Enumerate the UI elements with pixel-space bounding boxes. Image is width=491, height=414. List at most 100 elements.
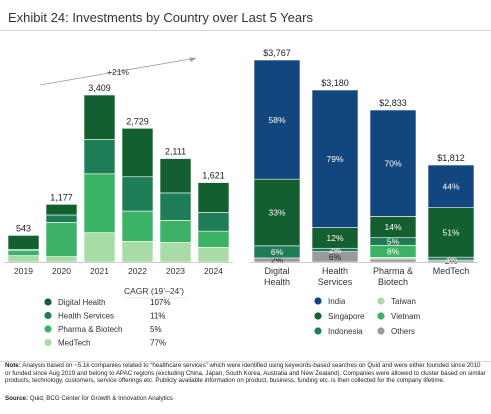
- segment-label: 8%: [387, 247, 400, 257]
- source-text: Quid, BCG Center for Growth & Innovation…: [28, 395, 173, 402]
- segment-label: 33%: [268, 208, 285, 218]
- bar-segment: [197, 247, 230, 263]
- legend-swatch: [44, 298, 52, 306]
- cagr-value: 107%: [150, 298, 170, 307]
- bar-total-label: $3,767: [263, 48, 291, 58]
- bar-total-label: 1,621: [202, 171, 225, 181]
- segment-label: 2%: [329, 245, 342, 255]
- bar-total-label: $2,833: [379, 98, 407, 108]
- bar-total-label: 543: [16, 223, 31, 233]
- x-tick-label: MedTech: [433, 266, 470, 276]
- bar-segment: [7, 255, 40, 263]
- segment-label: 79%: [326, 154, 343, 164]
- legend-label: Vietnam: [391, 312, 421, 321]
- segment-label: 3%: [445, 254, 458, 264]
- footnote: Note: Analysis based on ~5.1k companies …: [5, 362, 487, 385]
- legend-label: Health Services: [58, 312, 114, 321]
- segment-label: 6%: [271, 247, 284, 257]
- bar-segment: [83, 139, 116, 175]
- bar-segment: [197, 182, 230, 213]
- legend-label: Pharma & Biotech: [58, 325, 122, 334]
- bar-segment: [311, 89, 359, 228]
- x-tick-label: 2021: [90, 266, 109, 276]
- bar-segment: [7, 249, 40, 256]
- cagr-value: 11%: [150, 312, 165, 321]
- source-line: Source: Quid, BCG Center for Growth & In…: [5, 395, 173, 402]
- bar-segment: [121, 210, 154, 242]
- bar-segment: [159, 158, 192, 194]
- legend-swatch: [44, 338, 52, 347]
- bar-total-label: $3,180: [321, 78, 349, 88]
- bar-segment: [121, 176, 154, 212]
- cagr-header: CAGR (19’–24’): [124, 286, 184, 296]
- bar-segment: [159, 192, 192, 221]
- legend-swatch: [314, 312, 322, 320]
- bar-segment: [121, 128, 154, 178]
- bar-segment: [253, 59, 301, 180]
- x-tick-label: Services: [318, 277, 353, 287]
- segment-label: 70%: [384, 158, 401, 168]
- x-tick-label: 2024: [204, 266, 223, 276]
- x-tick-label: Health: [322, 266, 348, 276]
- bar-total-label: 2,111: [165, 147, 186, 157]
- x-tick-label: 2020: [52, 266, 71, 276]
- bar-segment: [427, 164, 475, 208]
- bar-segment: [121, 241, 154, 263]
- bar-total-label: 1,177: [50, 192, 73, 202]
- charts-canvas: 543 2019 1,177 2020 3,409 2021 2,729 2022 2,111 2…: [4, 48, 478, 348]
- bar-total-label: 3,409: [88, 83, 111, 93]
- bar-total-label: 2,729: [126, 116, 149, 126]
- bar-segment: [369, 258, 417, 263]
- legend-swatch: [314, 327, 322, 335]
- legend-swatch: [377, 297, 385, 305]
- bar-segment: [427, 207, 475, 258]
- bar-segment: [197, 212, 230, 232]
- growth-arrow-head: [189, 57, 196, 62]
- source-label: Source:: [5, 395, 29, 402]
- cagr-value: 77%: [150, 339, 166, 348]
- bar-segment: [369, 109, 417, 217]
- growth-arrow-line: [39, 57, 197, 86]
- title-divider: [0, 30, 491, 31]
- segment-label: 5%: [387, 237, 400, 247]
- segment-label: 51%: [442, 228, 459, 238]
- bar-segment: [45, 204, 78, 216]
- bar-segment: [45, 214, 78, 223]
- bar-segment: [197, 230, 230, 248]
- legend-swatch: [377, 327, 385, 335]
- legend-swatch: [314, 297, 322, 305]
- segment-label: 2%: [271, 255, 284, 265]
- segment-label: 44%: [442, 182, 459, 192]
- cagr-value: 5%: [150, 325, 162, 334]
- growth-annotation: +21%: [107, 67, 129, 77]
- bar-segment: [159, 220, 192, 243]
- x-tick-label: Health: [264, 277, 290, 287]
- bar-segment: [83, 232, 116, 263]
- bar-segment: [45, 222, 78, 257]
- segment-label: 12%: [326, 233, 343, 243]
- legend-label: India: [328, 297, 346, 306]
- segment-label: 58%: [268, 115, 285, 125]
- legend-label: Taiwan: [391, 297, 416, 306]
- footer-divider: [0, 361, 491, 362]
- bar-segment: [253, 178, 301, 247]
- legend-swatch: [44, 325, 52, 333]
- bar-total-label: $1,812: [437, 153, 465, 163]
- legend-label: Digital Health: [58, 298, 106, 307]
- segment-label: 6%: [329, 252, 342, 262]
- segment-label: 14%: [384, 222, 401, 232]
- segment-label: 2%: [445, 256, 458, 266]
- legend-label: MedTech: [58, 339, 90, 348]
- bar-segment: [7, 235, 40, 250]
- legend-label: Singapore: [328, 312, 365, 321]
- bar-segment: [45, 256, 78, 263]
- legend-swatch: [44, 311, 52, 320]
- bar-segment: [83, 94, 116, 140]
- note-text: Analysis based on ~5.1k companies relate…: [5, 362, 486, 385]
- x-tick-label: 2023: [166, 266, 185, 276]
- bar-segment: [83, 173, 116, 233]
- x-tick-label: Pharma &: [373, 266, 413, 276]
- chart-title: Exhibit 24: Investments by Country over …: [8, 10, 313, 25]
- x-tick-label: 2019: [14, 266, 33, 276]
- bar-segment: [159, 242, 192, 263]
